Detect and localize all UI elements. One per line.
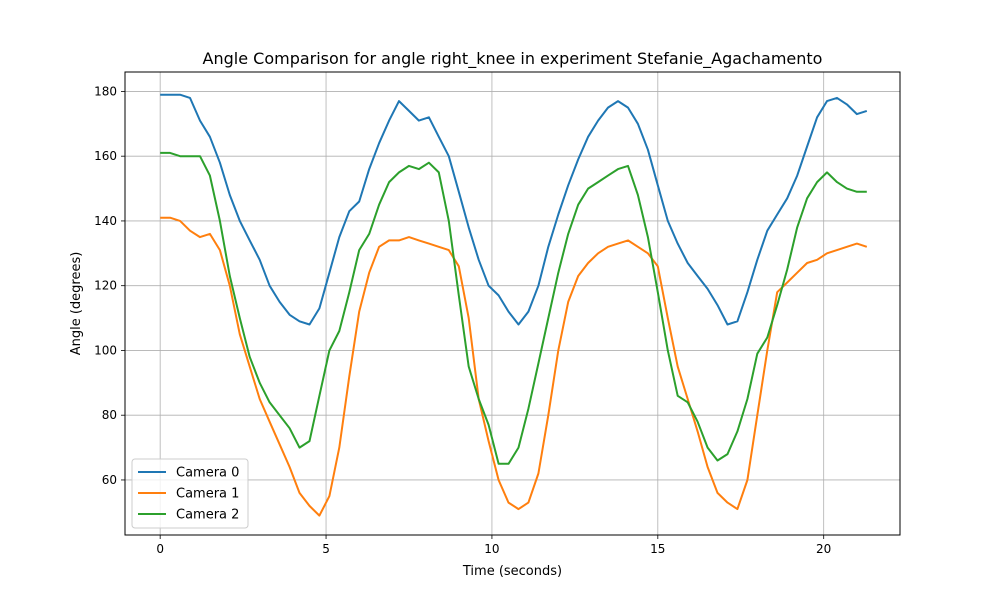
series-line-camera-0 [160,93,868,326]
x-axis: 0 5 10 15 20 [156,535,831,556]
legend-label-camera-1: Camera 1 [176,487,239,502]
y-tick-label: 60 [102,473,117,487]
series-layer [160,93,868,517]
plot-frame [124,71,901,536]
x-tick-label: 5 [322,542,330,556]
y-tick-label: 80 [102,408,117,422]
y-tick-label: 160 [94,149,117,163]
series-line-camera-1 [160,216,868,517]
x-tick-label: 15 [650,542,665,556]
y-tick-label: 180 [94,84,117,98]
x-tick-label: 10 [484,542,499,556]
y-tick-label: 100 [94,343,117,357]
y-tick-label: 140 [94,214,117,228]
x-tick-label: 0 [156,542,164,556]
legend: Camera 0 Camera 1 Camera 2 [131,458,249,529]
legend-label-camera-0: Camera 0 [176,466,239,481]
y-tick-label: 120 [94,279,117,293]
y-axis: 60 80 100 120 140 160 180 [94,84,125,487]
y-axis-label: Angle (degrees) [69,252,84,356]
grid [125,72,900,535]
legend-box [131,458,249,529]
series-line-camera-2 [160,151,867,465]
x-tick-label: 20 [816,542,831,556]
x-axis-label: Time (seconds) [462,564,562,579]
legend-label-camera-2: Camera 2 [176,508,239,523]
chart-title: Angle Comparison for angle right_knee in… [203,49,823,69]
